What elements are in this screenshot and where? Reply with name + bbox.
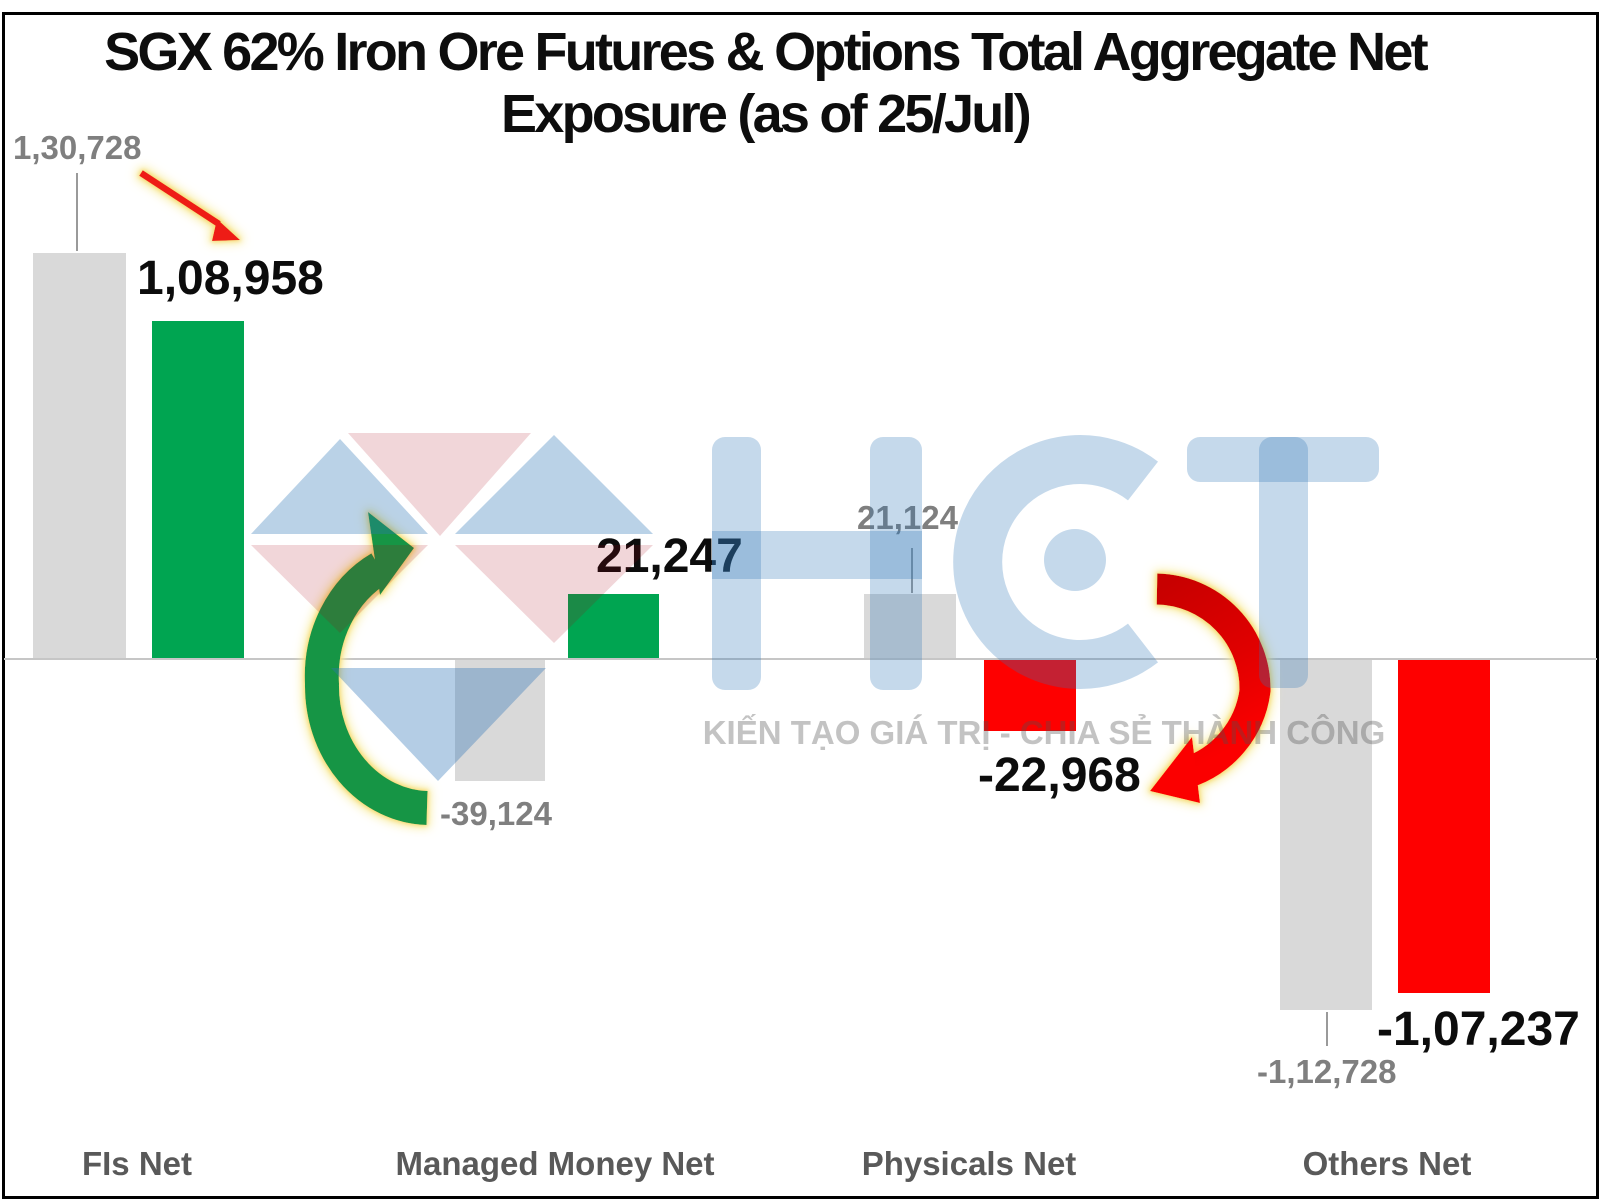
svg-text:KIẾN TẠO GIÁ TRỊ - CHIA SẺ THÀ: KIẾN TẠO GIÁ TRỊ - CHIA SẺ THÀNH CÔNG — [703, 713, 1386, 751]
